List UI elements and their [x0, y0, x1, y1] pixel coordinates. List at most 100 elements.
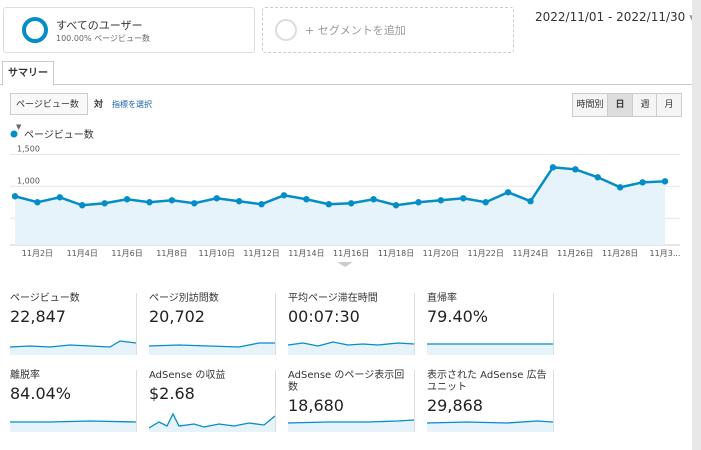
metric-label: 離脱率: [10, 370, 40, 381]
sparkline-line: [149, 412, 275, 429]
metric-label: ページ別訪問数: [149, 293, 219, 304]
date-range-text: 2022/11/01 - 2022/11/30: [535, 10, 686, 24]
data-point: [348, 200, 355, 207]
x-tick-label: 11月4日: [67, 249, 98, 258]
dropdown-text: ページビュー数: [16, 100, 79, 110]
line: [14, 166, 666, 207]
data-point: [639, 179, 646, 186]
y-tick-label: 1,500: [17, 144, 40, 153]
metric-dropdown[interactable]: ページビュー数 ▼: [10, 93, 88, 131]
metric-card[interactable]: 平均ページ滞在時間 00:07:30: [288, 293, 415, 355]
data-point: [101, 200, 108, 207]
sparkline-line: [10, 340, 136, 348]
data-point: [549, 164, 557, 171]
sparkline-area: [427, 421, 553, 432]
metric-label: AdSense の収益: [149, 370, 226, 381]
sparkline-line: [288, 341, 414, 347]
vs-label: 対: [94, 100, 104, 110]
granularity-button[interactable]: 時間別: [572, 93, 608, 117]
data-point: [661, 178, 669, 185]
x-tick-label: 11月16日: [333, 249, 369, 258]
x-tick-label: 11月6日: [111, 249, 142, 258]
sparkline-area: [288, 342, 414, 355]
sparkline-line: [288, 419, 414, 424]
data-point: [572, 166, 579, 173]
sparkline: [427, 343, 553, 355]
date-range[interactable]: 2022/11/01 - 2022/11/30 ▼: [535, 10, 696, 24]
data-point: [460, 195, 467, 202]
sparkline: [427, 420, 553, 432]
sparkline-area: [288, 420, 414, 432]
sparkline: [149, 342, 275, 355]
data-point: [56, 194, 64, 201]
y-tick-label: 1,000: [17, 176, 40, 185]
metric-value: $2.68: [149, 384, 195, 403]
metric-value: 20,702: [149, 307, 205, 326]
sparkline-area: [10, 421, 136, 432]
segment-subtitle: 100.00% ページビュー数: [56, 34, 150, 43]
metric-value: 29,868: [427, 396, 483, 415]
data-point: [168, 197, 176, 204]
x-tick-label: 11月20日: [423, 249, 459, 258]
metric-value: 00:07:30: [288, 307, 360, 326]
data-point: [437, 197, 445, 204]
metric-label: 直帰率: [427, 293, 457, 304]
granularity-button[interactable]: 日: [607, 93, 633, 117]
data-point: [482, 199, 489, 206]
data-point: [280, 192, 288, 199]
metric-card[interactable]: AdSense の収益 $2.68: [149, 370, 276, 432]
sparkline-area: [149, 414, 275, 432]
metric-label: ページビュー数: [10, 293, 80, 304]
x-tick-label: 11月24日: [512, 249, 548, 258]
data-point: [527, 198, 534, 205]
sparkline-area: [149, 343, 275, 355]
add-segment-label: + セグメントを追加: [305, 24, 406, 37]
tab-divider: [0, 84, 692, 85]
metric-card[interactable]: 直帰率 79.40%: [427, 293, 554, 355]
x-tick-label: 11月2日: [22, 249, 53, 258]
sparkline: [288, 419, 414, 432]
segment-card[interactable]: すべてのユーザー 100.00% ページビュー数: [3, 7, 255, 53]
metric-value: 18,680: [288, 396, 344, 415]
add-segment[interactable]: + セグメントを追加: [262, 7, 514, 53]
select-metric-link[interactable]: 指標を選択: [112, 100, 152, 109]
x-tick-label: 11月3...: [650, 249, 681, 258]
scrollbar: [692, 0, 701, 450]
sparkline: [288, 341, 414, 355]
data-point: [11, 193, 19, 200]
granularity-button[interactable]: 月: [656, 93, 682, 117]
x-tick-label: 11月8日: [156, 249, 187, 258]
data-point: [325, 201, 332, 208]
sparkline-line: [149, 342, 275, 348]
sparkline-line: [427, 420, 553, 424]
segment-icon: [275, 19, 297, 41]
data-point: [213, 195, 220, 202]
granularity-button[interactable]: 週: [632, 93, 658, 117]
metric-card[interactable]: 表示された AdSense 広告ユニット 29,868: [427, 370, 554, 432]
area: [15, 167, 665, 245]
x-tick-label: 11月26日: [557, 249, 593, 258]
sparkline-area: [427, 344, 553, 355]
data-point: [504, 189, 512, 196]
metric-card[interactable]: 離脱率 84.04%: [10, 370, 137, 432]
metric-card[interactable]: AdSense のページ表示回数 18,680: [288, 370, 415, 432]
collapse-handle: [337, 262, 353, 267]
data-point: [191, 200, 198, 207]
sparkline: [10, 340, 136, 355]
metric-card[interactable]: ページビュー数 22,847: [10, 293, 137, 355]
x-tick-label: 11月18日: [378, 249, 414, 258]
sparkline: [10, 420, 136, 432]
chart: ページビュー数5001,0001,50011月2日11月4日11月6日11月8日…: [10, 128, 681, 267]
tab[interactable]: サマリー: [2, 61, 54, 86]
data-point: [616, 184, 624, 191]
data-point: [123, 196, 131, 203]
data-point: [594, 174, 601, 181]
metric-label: AdSense のページ表示回数: [288, 370, 405, 393]
metric-card[interactable]: ページ別訪問数 20,702: [149, 293, 276, 355]
x-tick-label: 11月28日: [602, 249, 638, 258]
metric-value: 22,847: [10, 307, 66, 326]
segment-icon: [22, 17, 48, 43]
data-point: [146, 199, 153, 206]
legend-marker: [10, 130, 18, 138]
